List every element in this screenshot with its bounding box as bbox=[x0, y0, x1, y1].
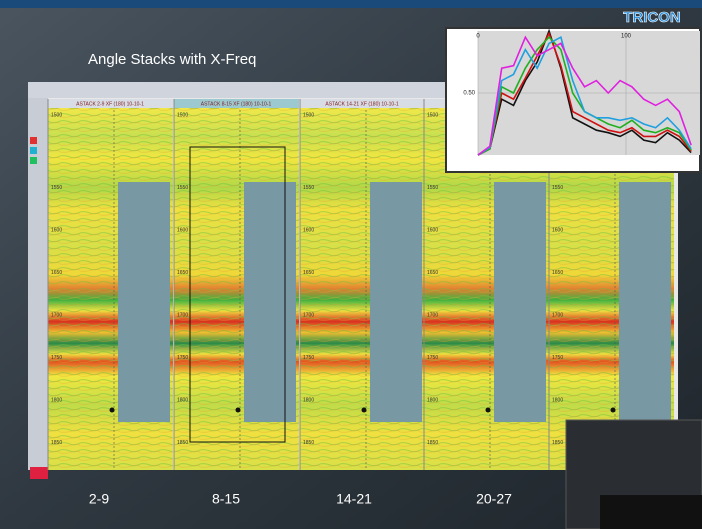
panel-header bbox=[174, 99, 299, 108]
panel-header-text: ASTACK 2-9 XF (180) 10-10-1 bbox=[76, 101, 144, 107]
overlay-image bbox=[600, 495, 702, 529]
depth-label: 1600 bbox=[303, 227, 314, 233]
depth-label: 1800 bbox=[427, 397, 438, 403]
spectrum-line bbox=[477, 36, 692, 156]
depth-label: 1800 bbox=[177, 397, 188, 403]
depth-label: 1550 bbox=[177, 185, 188, 191]
panel-label: 2-9 bbox=[89, 491, 109, 507]
spectrum-line bbox=[477, 28, 692, 156]
depth-label: 1750 bbox=[427, 355, 438, 361]
depth-label: 1500 bbox=[303, 112, 314, 118]
depth-label: 1850 bbox=[427, 440, 438, 446]
depth-label: 1700 bbox=[51, 312, 62, 318]
y-tick-label: 0.50 bbox=[463, 91, 475, 97]
tool-icon[interactable] bbox=[30, 147, 37, 154]
x-tick-label: 0 bbox=[476, 34, 480, 40]
well-marker bbox=[610, 407, 616, 413]
depth-label: 1850 bbox=[177, 440, 188, 446]
depth-label: 1550 bbox=[552, 185, 563, 191]
side-toolbar[interactable] bbox=[28, 98, 48, 470]
top-bar bbox=[0, 0, 702, 8]
spectrum-line bbox=[477, 35, 692, 156]
panel-header bbox=[48, 99, 173, 108]
depth-label: 1500 bbox=[177, 112, 188, 118]
logo: TRICON bbox=[623, 9, 681, 26]
well-marker bbox=[485, 407, 491, 413]
spectrum-line bbox=[477, 31, 692, 156]
depth-label: 1750 bbox=[51, 355, 62, 361]
depth-label: 1750 bbox=[303, 355, 314, 361]
depth-label: 1650 bbox=[427, 270, 438, 276]
selection-box bbox=[189, 146, 286, 443]
well-log bbox=[370, 182, 422, 422]
panel-label: 14-21 bbox=[336, 491, 372, 507]
depth-label: 1600 bbox=[427, 227, 438, 233]
x-tick-label: 100 bbox=[621, 34, 632, 40]
depth-label: 1500 bbox=[427, 112, 438, 118]
well-marker bbox=[109, 407, 115, 413]
depth-label: 1550 bbox=[51, 185, 62, 191]
depth-label: 1650 bbox=[303, 270, 314, 276]
depth-label: 1700 bbox=[427, 312, 438, 318]
panel-label: 20-27 bbox=[476, 491, 512, 507]
depth-label: 1600 bbox=[51, 227, 62, 233]
depth-label: 1500 bbox=[51, 112, 62, 118]
depth-label: 1750 bbox=[177, 355, 188, 361]
tool-icon[interactable] bbox=[30, 157, 37, 164]
depth-label: 1550 bbox=[427, 185, 438, 191]
depth-label: 1650 bbox=[552, 270, 563, 276]
depth-label: 1850 bbox=[51, 440, 62, 446]
depth-label: 1700 bbox=[303, 312, 314, 318]
depth-label: 1600 bbox=[552, 227, 563, 233]
well-log bbox=[118, 182, 170, 422]
tool-icon[interactable] bbox=[30, 137, 37, 144]
depth-label: 1650 bbox=[51, 270, 62, 276]
well-log bbox=[244, 182, 296, 422]
tool-icon[interactable] bbox=[30, 467, 48, 479]
slide-title: Angle Stacks with X-Freq bbox=[88, 51, 256, 68]
panel-header-text: ASTACK 14-21 XF (180) 10-10-1 bbox=[325, 101, 398, 107]
depth-label: 1700 bbox=[552, 312, 563, 318]
depth-label: 1850 bbox=[552, 440, 563, 446]
depth-label: 1550 bbox=[303, 185, 314, 191]
panel-header bbox=[300, 99, 425, 108]
depth-label: 1800 bbox=[51, 397, 62, 403]
well-marker bbox=[235, 407, 241, 413]
depth-label: 1800 bbox=[552, 397, 563, 403]
depth-label: 1750 bbox=[552, 355, 563, 361]
well-log bbox=[494, 182, 546, 422]
depth-label: 1800 bbox=[303, 397, 314, 403]
panel-label: 8-15 bbox=[212, 491, 240, 507]
well-marker bbox=[361, 407, 367, 413]
depth-label: 1850 bbox=[303, 440, 314, 446]
depth-label: 1600 bbox=[177, 227, 188, 233]
well-log bbox=[619, 182, 671, 422]
depth-label: 1650 bbox=[177, 270, 188, 276]
depth-label: 1700 bbox=[177, 312, 188, 318]
panel-header-text: ASTACK 8-15 XF (180) 10-10-1 bbox=[201, 101, 272, 107]
